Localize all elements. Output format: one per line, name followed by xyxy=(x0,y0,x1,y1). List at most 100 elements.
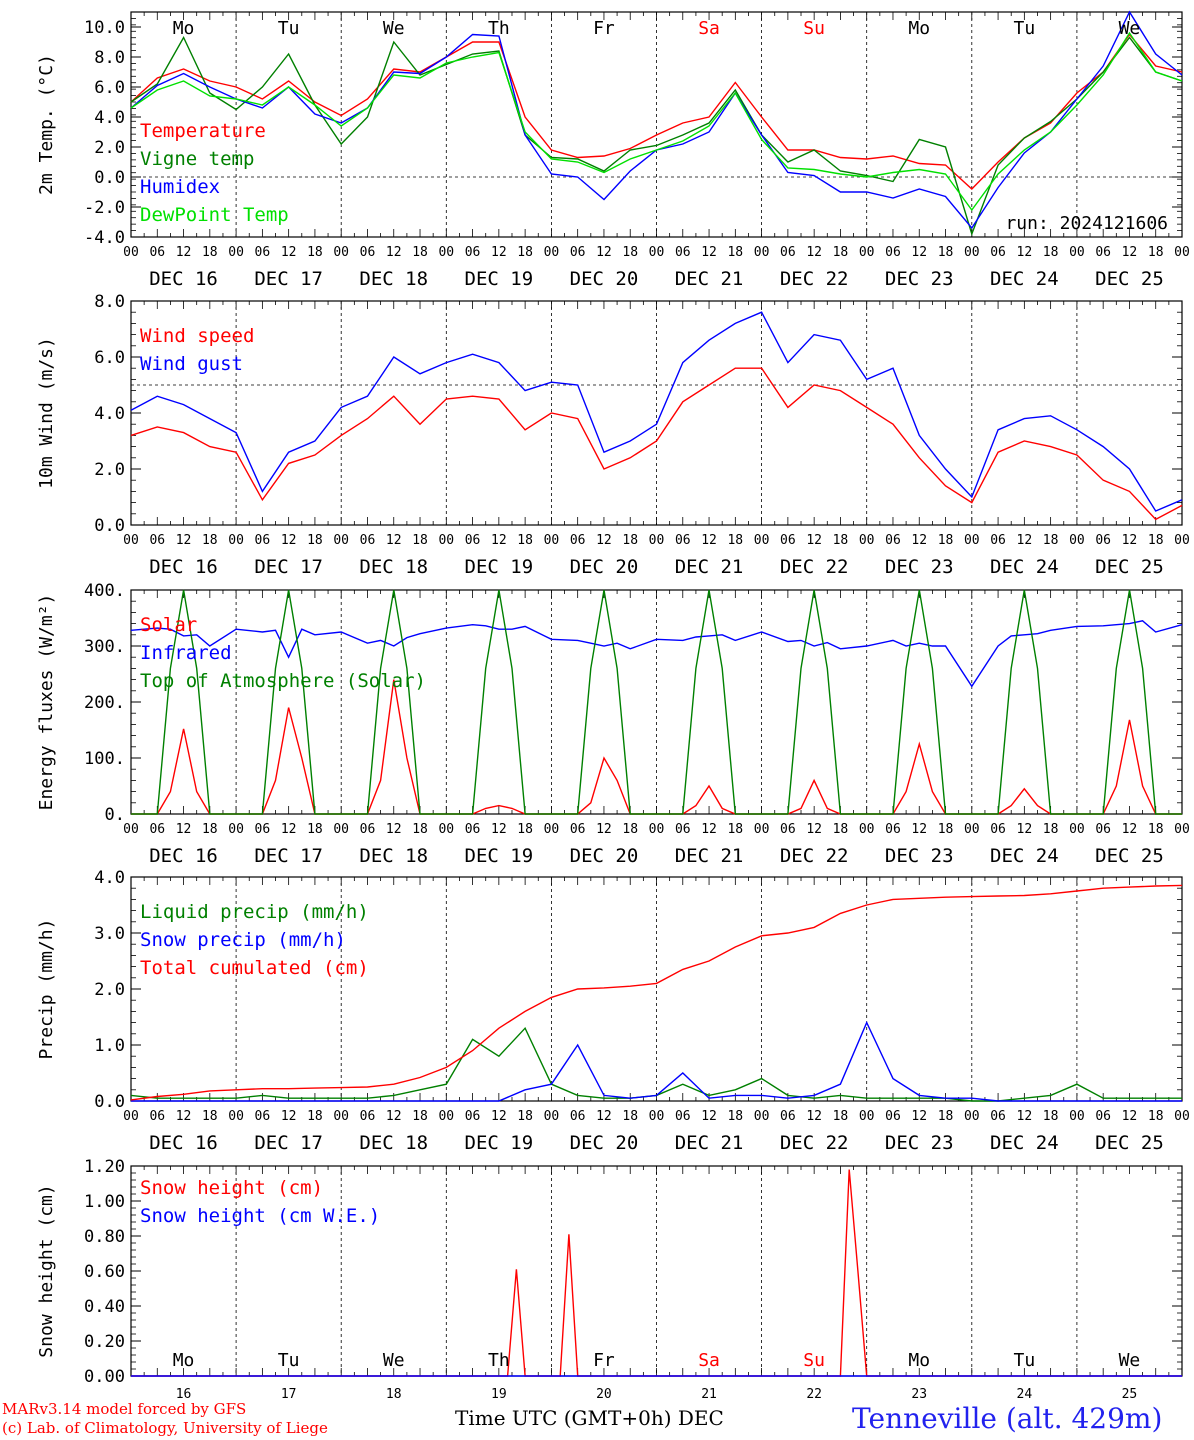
day-name: Th xyxy=(488,18,510,39)
date-label: DEC 23 xyxy=(885,1132,954,1154)
date-label: DEC 21 xyxy=(675,845,744,867)
hour-label: 00 xyxy=(438,533,454,548)
day-name: Sa xyxy=(698,1350,720,1371)
y-tick-label: 0.0 xyxy=(94,1092,125,1112)
hour-label: 00 xyxy=(544,822,560,837)
hour-label: 18 xyxy=(622,822,638,837)
y-tick-label: 6.0 xyxy=(94,348,125,368)
hour-label: 00 xyxy=(754,245,770,260)
hour-label: 18 xyxy=(833,245,849,260)
hour-label: 00 xyxy=(1174,533,1190,548)
legend-entry: Temperature xyxy=(140,120,266,142)
hour-label: 12 xyxy=(176,822,192,837)
hour-label: 00 xyxy=(1174,245,1190,260)
hour-label: 00 xyxy=(649,822,665,837)
day-name: We xyxy=(383,1350,405,1371)
date-label: DEC 25 xyxy=(1095,268,1164,290)
panel-4: 4.0 3.0 2.0 1.0 0.0 Precip (mm/h) Liquid preci… xyxy=(36,868,1190,1154)
date-label: DEC 19 xyxy=(465,268,534,290)
y-tick-label: 200. xyxy=(84,693,125,713)
hour-label: 18 xyxy=(622,533,638,548)
hour-label: 18 xyxy=(202,533,218,548)
day-number-label: 22 xyxy=(806,1387,822,1402)
hour-label: 00 xyxy=(649,245,665,260)
y-tick-label: 3.0 xyxy=(94,924,125,944)
hour-label: 12 xyxy=(701,1109,717,1124)
hour-label: 00 xyxy=(544,245,560,260)
hour-label: 18 xyxy=(1043,533,1059,548)
hour-label: 06 xyxy=(255,245,271,260)
hour-label: 06 xyxy=(675,1109,691,1124)
hour-label: 18 xyxy=(412,245,428,260)
date-label: DEC 20 xyxy=(570,556,639,578)
plot-frame xyxy=(130,589,1183,815)
hour-label: 18 xyxy=(1043,822,1059,837)
hour-label: 06 xyxy=(990,822,1006,837)
legend-entry: Snow precip (mm/h) xyxy=(140,929,346,951)
hour-label: 06 xyxy=(780,533,796,548)
hour-label: 18 xyxy=(727,245,743,260)
day-number-label: 23 xyxy=(911,1387,927,1402)
legend-entry: Humidex xyxy=(140,176,220,198)
date-label: DEC 19 xyxy=(465,1132,534,1154)
y-tick-label: 400. xyxy=(84,581,125,601)
hour-label: 00 xyxy=(1069,822,1085,837)
y-tick-label: 0.80 xyxy=(84,1227,125,1247)
date-label: DEC 16 xyxy=(149,845,218,867)
date-label: DEC 22 xyxy=(780,268,849,290)
hour-label: 00 xyxy=(964,1109,980,1124)
date-label: DEC 17 xyxy=(254,1132,323,1154)
hour-label: 00 xyxy=(1069,533,1085,548)
hour-label: 00 xyxy=(649,1109,665,1124)
hour-label: 18 xyxy=(517,533,533,548)
hour-label: 18 xyxy=(938,533,954,548)
day-name: Tu xyxy=(278,1350,300,1371)
day-name: We xyxy=(1119,18,1141,39)
hour-label: 00 xyxy=(859,1109,875,1124)
hour-label: 00 xyxy=(859,533,875,548)
y-axis-label: 10m Wind (m/s) xyxy=(36,337,57,489)
legend-entry: Wind speed xyxy=(140,325,254,347)
hour-label: 00 xyxy=(544,1109,560,1124)
hour-label: 06 xyxy=(465,822,481,837)
hour-label: 12 xyxy=(911,245,927,260)
hour-label: 12 xyxy=(911,1109,927,1124)
hour-label: 06 xyxy=(570,245,586,260)
hour-label: 18 xyxy=(307,245,323,260)
hour-label: 12 xyxy=(386,1109,402,1124)
date-label: DEC 18 xyxy=(359,556,428,578)
hour-label: 06 xyxy=(360,245,376,260)
legend-entry: Snow height (cm) xyxy=(140,1177,323,1199)
y-tick-label: 0.40 xyxy=(84,1297,125,1317)
panel-2: 8.0 6.0 4.0 2.0 0.0 10m Wind (m/s) Wind speed W… xyxy=(36,292,1190,578)
date-label: DEC 24 xyxy=(990,1132,1059,1154)
hour-label: 18 xyxy=(412,822,428,837)
day-number-label: 19 xyxy=(491,1387,507,1402)
hour-label: 12 xyxy=(596,533,612,548)
hour-label: 12 xyxy=(176,533,192,548)
date-label: DEC 20 xyxy=(570,1132,639,1154)
hour-label: 12 xyxy=(491,822,507,837)
y-tick-label: 0.60 xyxy=(84,1262,125,1282)
hour-label: 12 xyxy=(1122,822,1138,837)
series-line-vigne-temp xyxy=(130,35,1183,237)
hour-label: 12 xyxy=(596,1109,612,1124)
day-name: We xyxy=(383,18,405,39)
hour-label: 18 xyxy=(1148,533,1164,548)
hour-label: 00 xyxy=(228,245,244,260)
hour-label: 12 xyxy=(491,533,507,548)
hour-label: 18 xyxy=(307,1109,323,1124)
hour-label: 00 xyxy=(123,533,139,548)
day-number-label: 20 xyxy=(596,1387,612,1402)
run-label: run: 2024121606 xyxy=(1005,213,1168,234)
legend-entry: Infrared xyxy=(140,642,232,664)
hour-label: 18 xyxy=(517,245,533,260)
hour-label: 18 xyxy=(1148,245,1164,260)
hour-label: 12 xyxy=(281,822,297,837)
hour-label: 18 xyxy=(202,245,218,260)
day-number-label: 24 xyxy=(1017,1387,1033,1402)
hour-label: 18 xyxy=(727,533,743,548)
hour-label: 18 xyxy=(833,1109,849,1124)
date-label: DEC 18 xyxy=(359,1132,428,1154)
hour-label: 00 xyxy=(123,245,139,260)
